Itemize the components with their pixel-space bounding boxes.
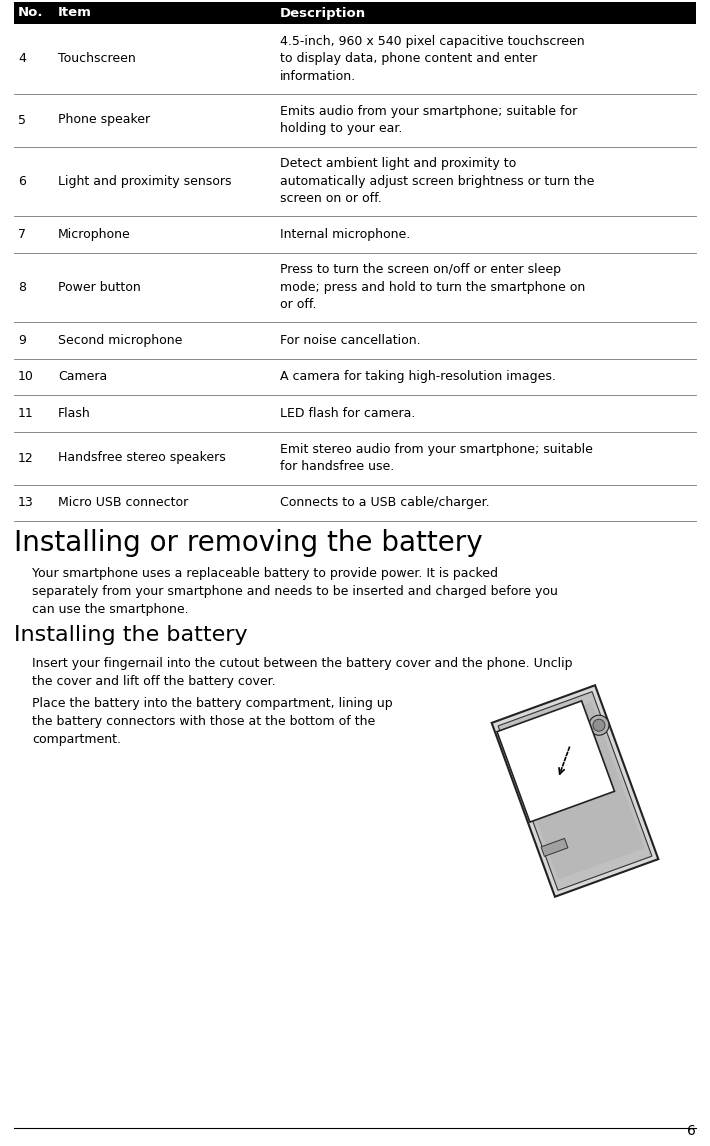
Text: Phone speaker: Phone speaker <box>58 113 150 126</box>
Text: 12: 12 <box>18 452 34 464</box>
Text: LED flash for camera.: LED flash for camera. <box>280 407 415 419</box>
Polygon shape <box>506 702 645 880</box>
Text: 4: 4 <box>18 53 26 65</box>
Text: Your smartphone uses a replaceable battery to provide power. It is packed
separa: Your smartphone uses a replaceable batte… <box>32 567 558 617</box>
Text: Press to turn the screen on/off or enter sleep
mode; press and hold to turn the : Press to turn the screen on/off or enter… <box>280 264 585 312</box>
Text: No.: No. <box>18 7 43 19</box>
Polygon shape <box>498 692 652 890</box>
Text: Connects to a USB cable/charger.: Connects to a USB cable/charger. <box>280 496 490 509</box>
Polygon shape <box>492 685 658 896</box>
Text: Emit stereo audio from your smartphone; suitable
for handsfree use.: Emit stereo audio from your smartphone; … <box>280 442 593 473</box>
Polygon shape <box>497 701 614 822</box>
Text: Touchscreen: Touchscreen <box>58 53 136 65</box>
Text: Handsfree stereo speakers: Handsfree stereo speakers <box>58 452 226 464</box>
Text: Emits audio from your smartphone; suitable for
holding to your ear.: Emits audio from your smartphone; suitab… <box>280 104 577 135</box>
Text: A camera for taking high-resolution images.: A camera for taking high-resolution imag… <box>280 370 556 383</box>
Text: Installing or removing the battery: Installing or removing the battery <box>14 529 483 557</box>
Text: 5: 5 <box>18 113 26 126</box>
Text: Microphone: Microphone <box>58 228 131 241</box>
Text: Micro USB connector: Micro USB connector <box>58 496 188 509</box>
Text: Flash: Flash <box>58 407 91 419</box>
Text: Internal microphone.: Internal microphone. <box>280 228 410 241</box>
Text: 6: 6 <box>18 174 26 188</box>
Text: 8: 8 <box>18 281 26 293</box>
Text: Item: Item <box>58 7 92 19</box>
Circle shape <box>593 720 605 731</box>
Circle shape <box>589 715 609 736</box>
Text: 13: 13 <box>18 496 34 509</box>
Text: Description: Description <box>280 7 366 19</box>
Text: For noise cancellation.: For noise cancellation. <box>280 333 420 347</box>
Bar <box>14 2 696 24</box>
Text: 10: 10 <box>18 370 34 383</box>
Text: Second microphone: Second microphone <box>58 333 182 347</box>
Text: 9: 9 <box>18 333 26 347</box>
Text: 7: 7 <box>18 228 26 241</box>
Text: Power button: Power button <box>58 281 141 293</box>
Text: 6: 6 <box>687 1124 696 1138</box>
Text: 4.5-inch, 960 x 540 pixel capacitive touchscreen
to display data, phone content : 4.5-inch, 960 x 540 pixel capacitive tou… <box>280 34 584 83</box>
Text: 11: 11 <box>18 407 34 419</box>
Text: Camera: Camera <box>58 370 107 383</box>
Text: Insert your fingernail into the cutout between the battery cover and the phone. : Insert your fingernail into the cutout b… <box>32 657 572 688</box>
Polygon shape <box>541 839 568 856</box>
Text: Detect ambient light and proximity to
automatically adjust screen brightness or : Detect ambient light and proximity to au… <box>280 157 594 205</box>
Text: Place the battery into the battery compartment, lining up
the battery connectors: Place the battery into the battery compa… <box>32 697 393 746</box>
Text: Installing the battery: Installing the battery <box>14 625 248 645</box>
Text: Light and proximity sensors: Light and proximity sensors <box>58 174 231 188</box>
